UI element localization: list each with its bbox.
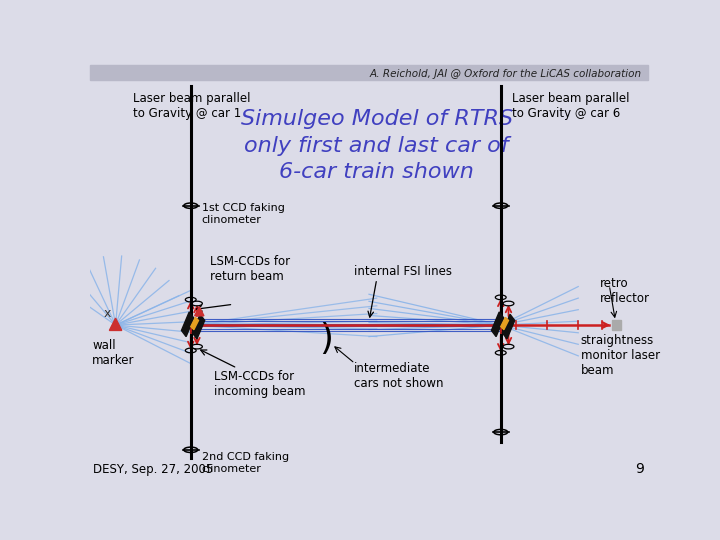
- Text: 1st CCD faking
clinometer: 1st CCD faking clinometer: [202, 204, 284, 225]
- Text: intermediate
cars not shown: intermediate cars not shown: [354, 362, 443, 390]
- Text: LSM-CCDs for
incoming beam: LSM-CCDs for incoming beam: [214, 370, 305, 398]
- Polygon shape: [503, 314, 515, 339]
- Polygon shape: [109, 318, 122, 330]
- Polygon shape: [492, 312, 504, 336]
- Polygon shape: [194, 307, 204, 316]
- Text: retro
reflector: retro reflector: [600, 278, 650, 305]
- Bar: [611, 320, 621, 330]
- Text: LSM-CCDs for
return beam: LSM-CCDs for return beam: [210, 255, 290, 283]
- Polygon shape: [500, 318, 508, 330]
- Bar: [90, 65, 648, 80]
- Text: A. Reichold, JAI @ Oxford for the LiCAS collaboration: A. Reichold, JAI @ Oxford for the LiCAS …: [369, 69, 642, 79]
- Text: wall
marker: wall marker: [92, 339, 135, 367]
- Text: Simulgeo Model of RTRS
only first and last car of
6-car train shown: Simulgeo Model of RTRS only first and la…: [240, 109, 513, 182]
- Text: straightness
monitor laser
beam: straightness monitor laser beam: [580, 334, 660, 377]
- Polygon shape: [191, 318, 199, 330]
- Text: 9: 9: [635, 462, 644, 476]
- Text: 2nd CCD faking
clinometer: 2nd CCD faking clinometer: [202, 452, 289, 474]
- Text: DESY, Sep. 27, 2005: DESY, Sep. 27, 2005: [93, 463, 213, 476]
- Text: Laser beam parallel
to Gravity @ car 6: Laser beam parallel to Gravity @ car 6: [513, 92, 630, 120]
- Polygon shape: [192, 314, 204, 339]
- Text: internal FSI lines: internal FSI lines: [354, 265, 451, 278]
- Text: x: x: [104, 307, 112, 320]
- Text: Laser beam parallel
to Gravity @ car 1: Laser beam parallel to Gravity @ car 1: [132, 92, 250, 120]
- Polygon shape: [181, 312, 194, 336]
- Text: ): ): [320, 322, 333, 356]
